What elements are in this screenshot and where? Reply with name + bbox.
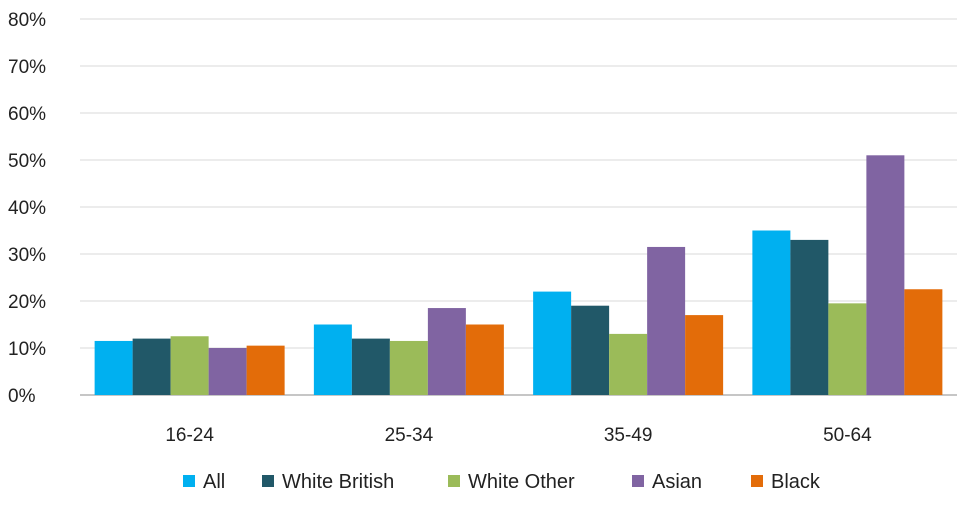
y-tick-label: 40% xyxy=(8,198,46,219)
legend: All White British White Other Asian Black xyxy=(183,471,821,493)
bars xyxy=(94,155,943,395)
bar-white-other-25-34 xyxy=(389,340,428,395)
bar-black-16-24 xyxy=(246,345,285,395)
legend-label: Black xyxy=(771,471,821,493)
legend-swatch xyxy=(262,475,274,487)
bar-black-35-49 xyxy=(685,315,724,395)
y-tick-label: 30% xyxy=(8,245,46,266)
bar-black-50-64 xyxy=(904,289,943,395)
bar-asian-50-64 xyxy=(866,155,905,395)
x-tick-label: 35-49 xyxy=(604,425,653,446)
bar-white-british-16-24 xyxy=(132,338,171,395)
bar-asian-25-34 xyxy=(427,308,466,395)
bar-all-35-49 xyxy=(533,291,572,395)
legend-swatch xyxy=(751,475,763,487)
y-tick-label: 10% xyxy=(8,339,46,360)
bar-white-british-25-34 xyxy=(351,338,390,395)
legend-swatch xyxy=(448,475,460,487)
bar-asian-35-49 xyxy=(647,246,686,395)
bar-white-other-16-24 xyxy=(170,336,209,395)
bar-all-25-34 xyxy=(313,324,352,395)
y-tick-label: 0% xyxy=(8,386,36,407)
y-axis-ticks: 0% 10% 20% 30% 40% 50% 60% 70% 80% xyxy=(8,10,46,407)
x-axis-ticks: 16-24 25-34 35-49 50-64 xyxy=(165,425,872,446)
x-tick-label: 25-34 xyxy=(385,425,434,446)
x-tick-label: 16-24 xyxy=(165,425,214,446)
bar-black-25-34 xyxy=(465,324,504,395)
bar-white-british-35-49 xyxy=(571,305,610,395)
y-tick-label: 80% xyxy=(8,10,46,31)
bar-all-50-64 xyxy=(752,230,791,395)
legend-label: Asian xyxy=(652,471,702,493)
legend-label: White Other xyxy=(468,471,575,493)
x-tick-label: 50-64 xyxy=(823,425,872,446)
bar-white-british-50-64 xyxy=(790,239,829,395)
bar-white-other-50-64 xyxy=(828,303,867,395)
bar-asian-16-24 xyxy=(208,348,247,395)
y-tick-label: 50% xyxy=(8,151,46,172)
y-tick-label: 70% xyxy=(8,57,46,78)
y-tick-label: 60% xyxy=(8,104,46,125)
y-tick-label: 20% xyxy=(8,292,46,313)
legend-label: White British xyxy=(282,471,394,493)
bar-all-16-24 xyxy=(94,340,133,395)
bar-white-other-35-49 xyxy=(609,333,648,395)
legend-swatch xyxy=(632,475,644,487)
legend-label: All xyxy=(203,471,225,493)
legend-swatch xyxy=(183,475,195,487)
